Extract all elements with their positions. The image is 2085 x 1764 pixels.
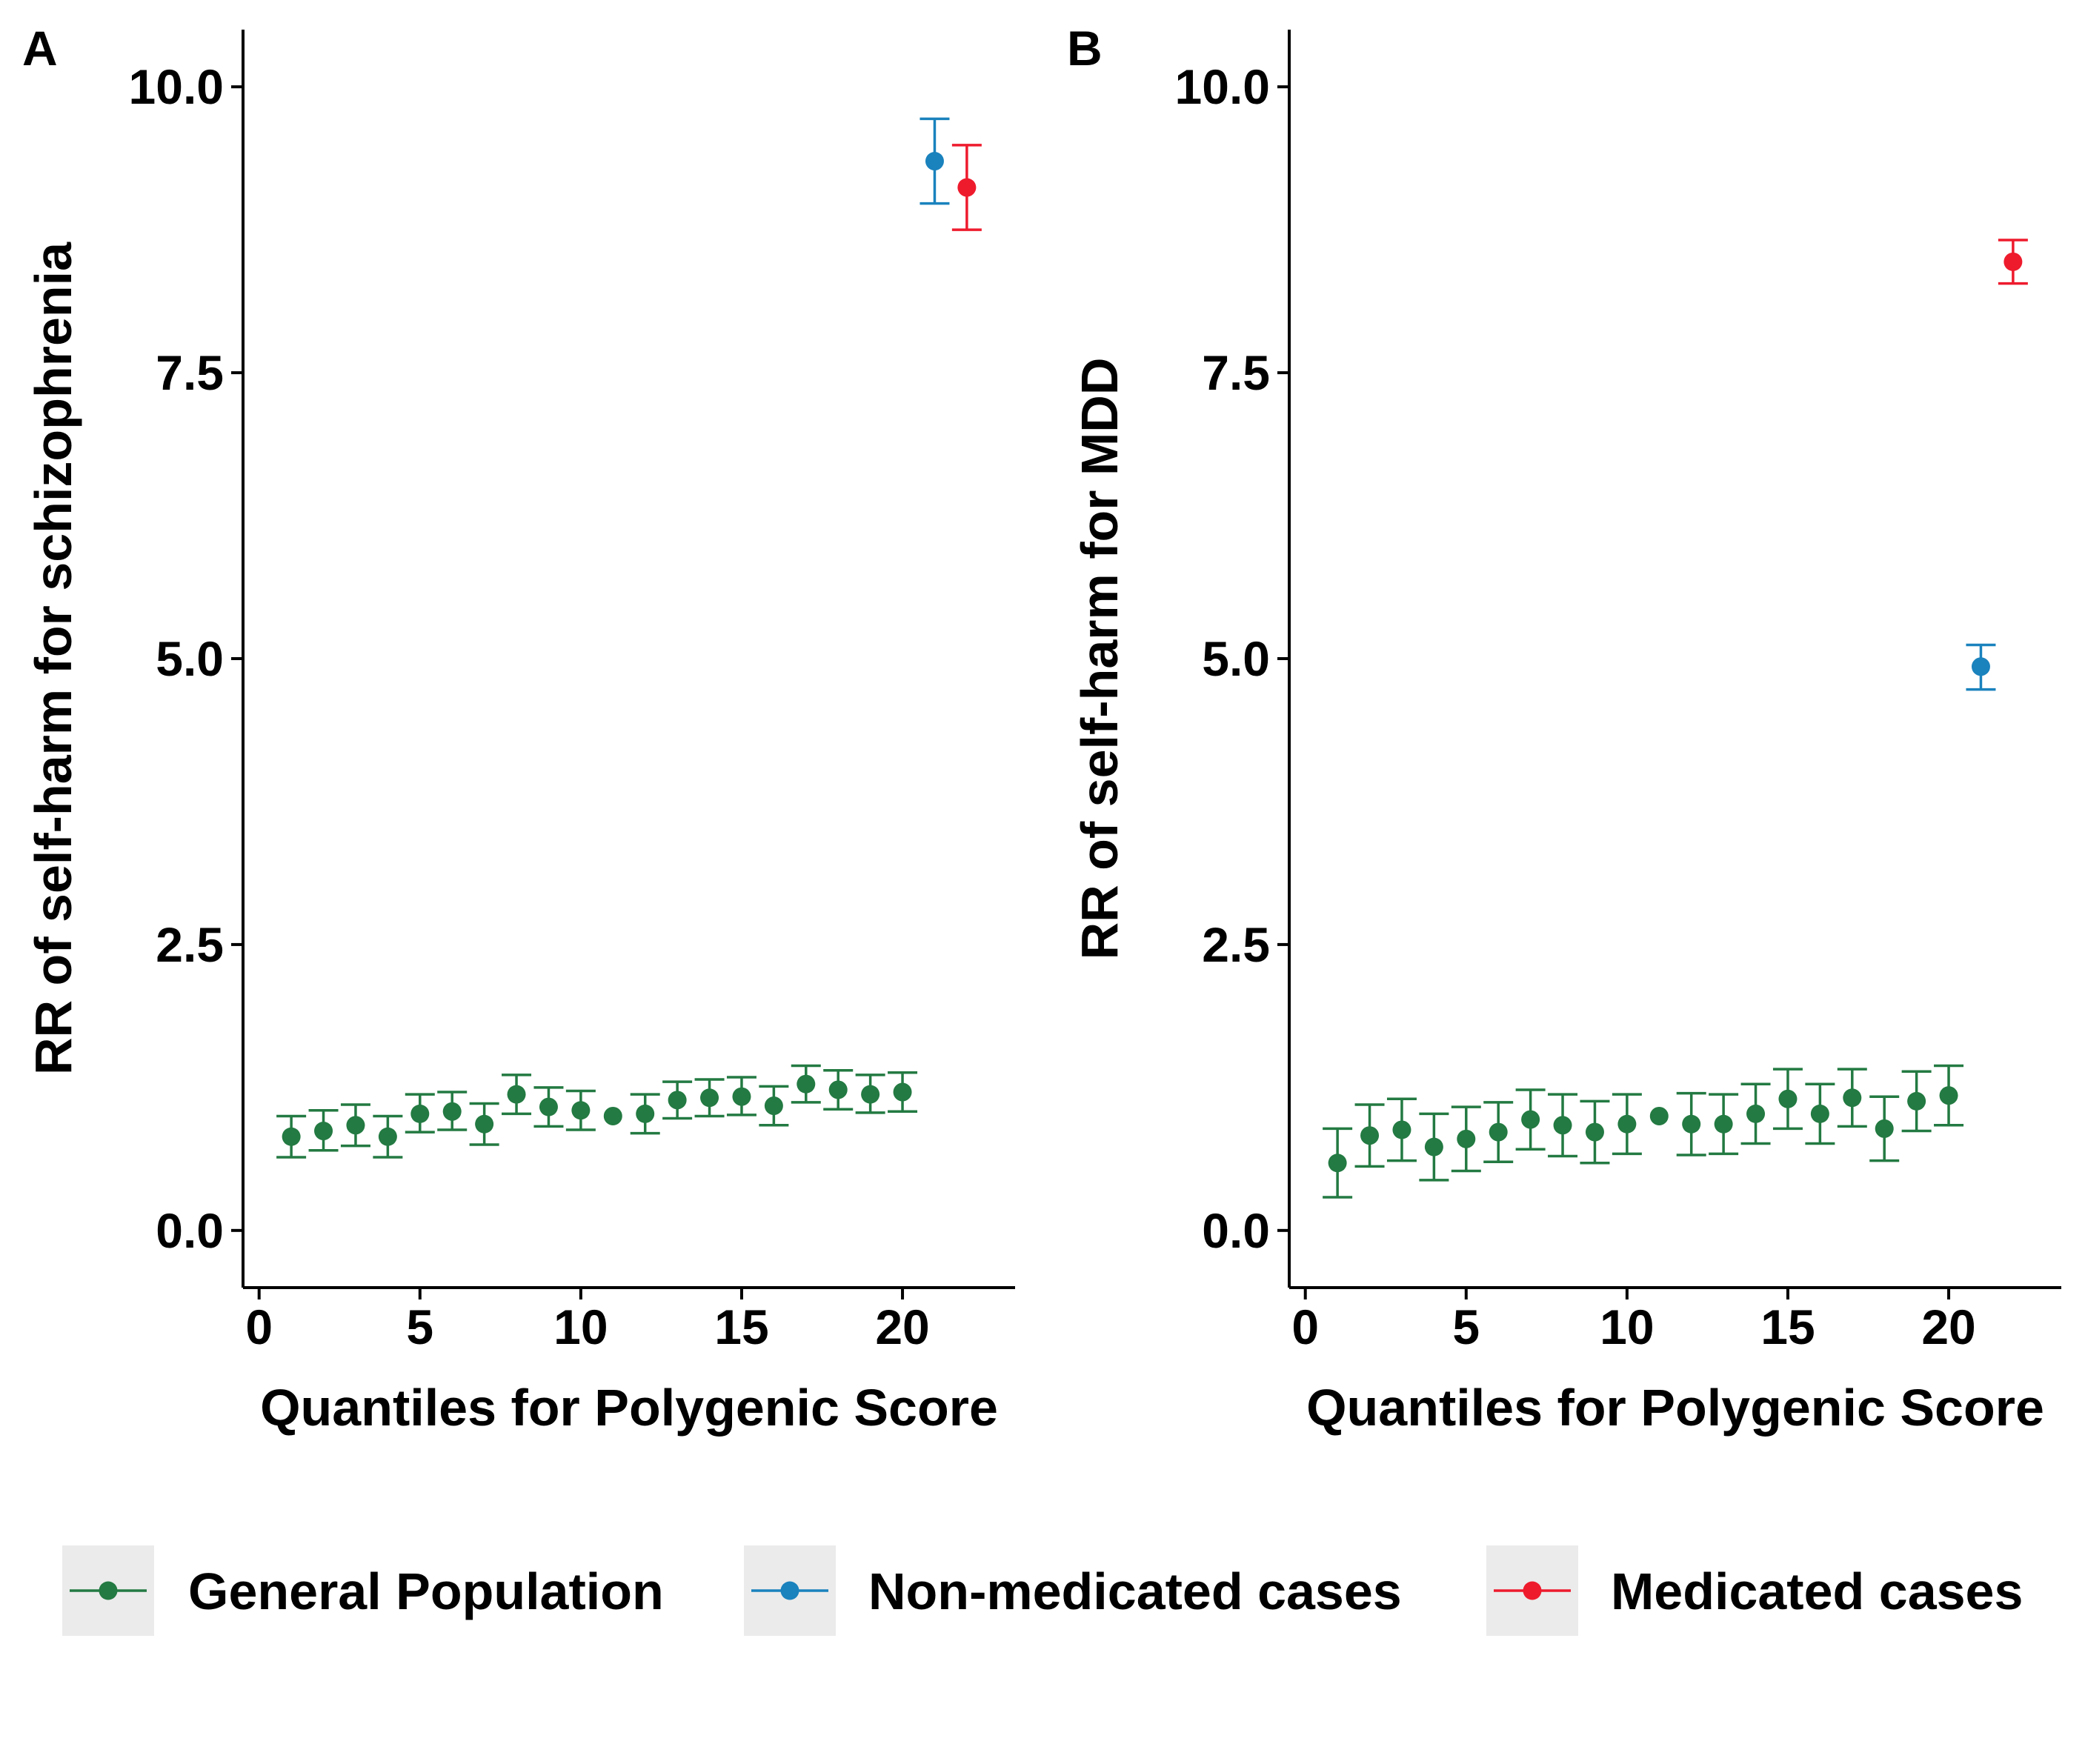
legend-label: General Population — [188, 1562, 664, 1620]
data-point — [1810, 1104, 1829, 1123]
data-point — [603, 1106, 622, 1125]
legend-item-general: General Population — [62, 1545, 664, 1636]
x-tick-label: 5 — [1452, 1299, 1480, 1354]
legend-label: Non-medicated cases — [868, 1562, 1402, 1620]
data-point — [1649, 1106, 1669, 1125]
data-point — [1875, 1119, 1894, 1138]
series-nonmed — [1966, 643, 1996, 691]
data-point — [410, 1104, 430, 1123]
data-point — [507, 1085, 526, 1104]
data-point — [1392, 1120, 1411, 1139]
panel-label: A — [22, 21, 58, 76]
data-point — [475, 1114, 494, 1134]
data-point — [1843, 1088, 1862, 1108]
data-point — [1585, 1122, 1604, 1142]
data-point — [636, 1104, 655, 1123]
data-point — [1617, 1114, 1637, 1134]
y-tick-label: 7.5 — [156, 345, 224, 400]
data-point — [828, 1080, 848, 1099]
x-tick-label: 10 — [553, 1299, 608, 1354]
y-axis-title: RR of self-harm for MDD — [1071, 358, 1128, 960]
series-med — [951, 144, 982, 231]
data-point — [1424, 1137, 1443, 1156]
panel-label: B — [1067, 21, 1103, 76]
x-tick-label: 20 — [875, 1299, 929, 1354]
data-point — [1457, 1129, 1476, 1148]
panel-b: 0.0 2.5 5.0 7.5 10.0 0 5 10 15 20 Quantiles for Po… — [1067, 21, 2061, 1437]
x-axis-title: Quantiles for Polygenic Score — [1306, 1379, 2044, 1437]
data-point — [893, 1082, 912, 1102]
data-point — [1682, 1114, 1701, 1134]
data-point — [764, 1096, 783, 1116]
y-tick-label: 7.5 — [1202, 345, 1270, 400]
data-point — [1971, 657, 1990, 676]
data-point — [1746, 1104, 1766, 1123]
y-tick-label: 5.0 — [1202, 631, 1270, 686]
series-general — [1323, 1064, 1964, 1199]
y-tick-label: 10.0 — [129, 59, 224, 114]
x-tick-label: 20 — [1921, 1299, 1975, 1354]
legend-key-point — [1523, 1581, 1542, 1600]
data-point — [346, 1116, 365, 1135]
legend-item-med: Medicated cases — [1486, 1545, 2023, 1636]
y-tick-label: 2.5 — [1202, 917, 1270, 972]
series-general — [276, 1064, 918, 1159]
data-point — [861, 1085, 880, 1104]
data-point — [1553, 1116, 1572, 1135]
data-point — [1360, 1126, 1380, 1145]
y-axis-title: RR of self-harm for schizophrenia — [24, 242, 82, 1075]
x-tick-label: 5 — [406, 1299, 433, 1354]
data-point — [1907, 1091, 1926, 1111]
x-tick-label: 10 — [1600, 1299, 1654, 1354]
data-point — [1489, 1122, 1508, 1142]
data-point — [925, 152, 944, 171]
legend-item-nonmed: Non-medicated cases — [744, 1545, 1402, 1636]
y-tick-label: 0.0 — [156, 1203, 224, 1258]
y-tick-label: 5.0 — [156, 631, 224, 686]
x-tick-label: 15 — [714, 1299, 768, 1354]
legend-key-point — [99, 1581, 118, 1600]
legend-key-point — [780, 1581, 799, 1600]
data-point — [1521, 1110, 1540, 1129]
x-tick-label: 15 — [1760, 1299, 1815, 1354]
data-point — [1328, 1154, 1347, 1173]
data-point — [668, 1091, 687, 1110]
data-point — [282, 1127, 301, 1146]
x-tick-label: 0 — [245, 1299, 273, 1354]
data-point — [957, 178, 977, 197]
y-tick-label: 0.0 — [1202, 1203, 1270, 1258]
y-tick-label: 2.5 — [156, 917, 224, 972]
data-point — [571, 1101, 591, 1120]
data-point — [700, 1088, 719, 1108]
x-axis-title: Quantiles for Polygenic Score — [260, 1379, 998, 1437]
data-point — [378, 1127, 397, 1146]
data-point — [1939, 1086, 1958, 1105]
legend-label: Medicated cases — [1611, 1562, 2023, 1620]
data-point — [2003, 252, 2023, 271]
data-point — [797, 1074, 816, 1094]
x-tick-label: 0 — [1291, 1299, 1319, 1354]
data-point — [1778, 1089, 1798, 1108]
legend: General Population Non-medicated cases Med… — [62, 1545, 2023, 1636]
y-tick-label: 10.0 — [1175, 59, 1270, 114]
series-med — [1998, 239, 2028, 285]
panel-a: 0.0 2.5 5.0 7.5 10.0 0 5 10 15 20 Quantiles for Po… — [22, 21, 1015, 1437]
data-point — [1714, 1114, 1733, 1134]
data-point — [442, 1102, 462, 1121]
series-nonmed — [920, 117, 950, 205]
data-point — [732, 1087, 751, 1106]
data-point — [314, 1122, 333, 1141]
data-point — [539, 1097, 558, 1116]
